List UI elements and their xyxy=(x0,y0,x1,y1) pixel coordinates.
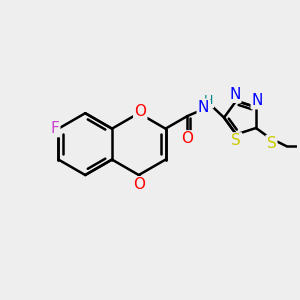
Text: N: N xyxy=(252,93,263,108)
Text: N: N xyxy=(198,100,209,115)
Text: S: S xyxy=(267,136,276,151)
Text: O: O xyxy=(181,131,193,146)
Text: O: O xyxy=(134,104,146,119)
Text: H: H xyxy=(204,94,213,107)
Text: N: N xyxy=(229,87,240,102)
Text: F: F xyxy=(50,121,59,136)
Text: S: S xyxy=(231,134,241,148)
Text: O: O xyxy=(133,177,145,192)
